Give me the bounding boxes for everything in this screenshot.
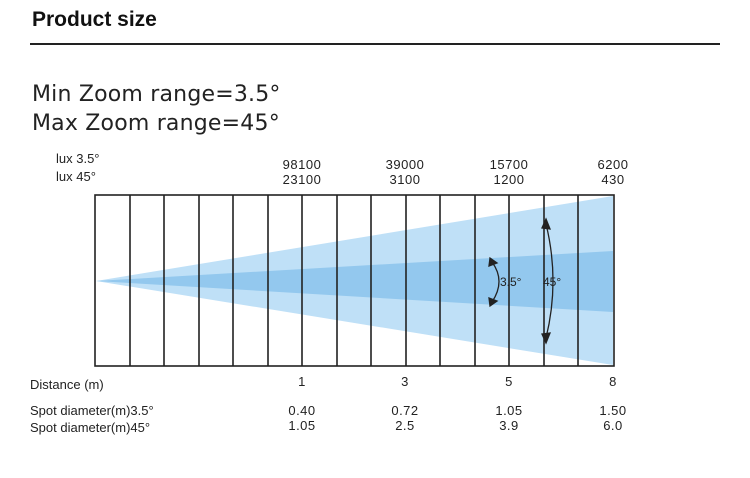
- wide-angle-label: 45°: [543, 275, 561, 289]
- distance-value-1: 1: [298, 374, 306, 389]
- spot-3-5-label: Spot diameter(m)3.5°: [30, 403, 154, 418]
- spot-3-5-value-1m: 0.40: [288, 403, 316, 418]
- beam-3-5-cone: [96, 251, 613, 312]
- distance-label: Distance (m): [30, 377, 104, 392]
- narrow-angle-label: 3.5°: [500, 275, 522, 289]
- lux-3-5-value-5m: 15700: [489, 157, 529, 172]
- lux-45-value-8m: 430: [601, 172, 625, 187]
- lux-45-label: lux 45°: [56, 169, 96, 184]
- spot-45-value-1m: 1.05: [288, 418, 316, 433]
- spot-3-5-value-5m: 1.05: [495, 403, 523, 418]
- title-divider: [30, 43, 720, 45]
- spot-45-value-3m: 2.5: [395, 418, 415, 433]
- narrow-angle-arrow: [488, 256, 500, 308]
- lux-45-value-3m: 3100: [389, 172, 421, 187]
- lux-3-5-value-1m: 98100: [282, 157, 322, 172]
- lux-45-value-5m: 1200: [493, 172, 525, 187]
- min-zoom-range: Min Zoom range=3.5°: [32, 82, 281, 107]
- spot-3-5-value-3m: 0.72: [391, 403, 419, 418]
- distance-value-3: 3: [401, 374, 409, 389]
- lux-3-5-value-3m: 39000: [385, 157, 425, 172]
- spot-3-5-value-8m: 1.50: [599, 403, 627, 418]
- wide-angle-arrow: [541, 217, 554, 345]
- max-zoom-range: Max Zoom range=45°: [32, 111, 280, 136]
- distance-value-8: 8: [609, 374, 617, 389]
- lux-3-5-label: lux 3.5°: [56, 151, 100, 166]
- lux-3-5-value-8m: 6200: [597, 157, 629, 172]
- spot-45-value-8m: 6.0: [603, 418, 623, 433]
- distance-value-5: 5: [505, 374, 513, 389]
- spot-45-label: Spot diameter(m)45°: [30, 420, 151, 435]
- lux-45-value-1m: 23100: [282, 172, 322, 187]
- section-title: Product size: [32, 8, 157, 31]
- spot-45-value-5m: 3.9: [499, 418, 519, 433]
